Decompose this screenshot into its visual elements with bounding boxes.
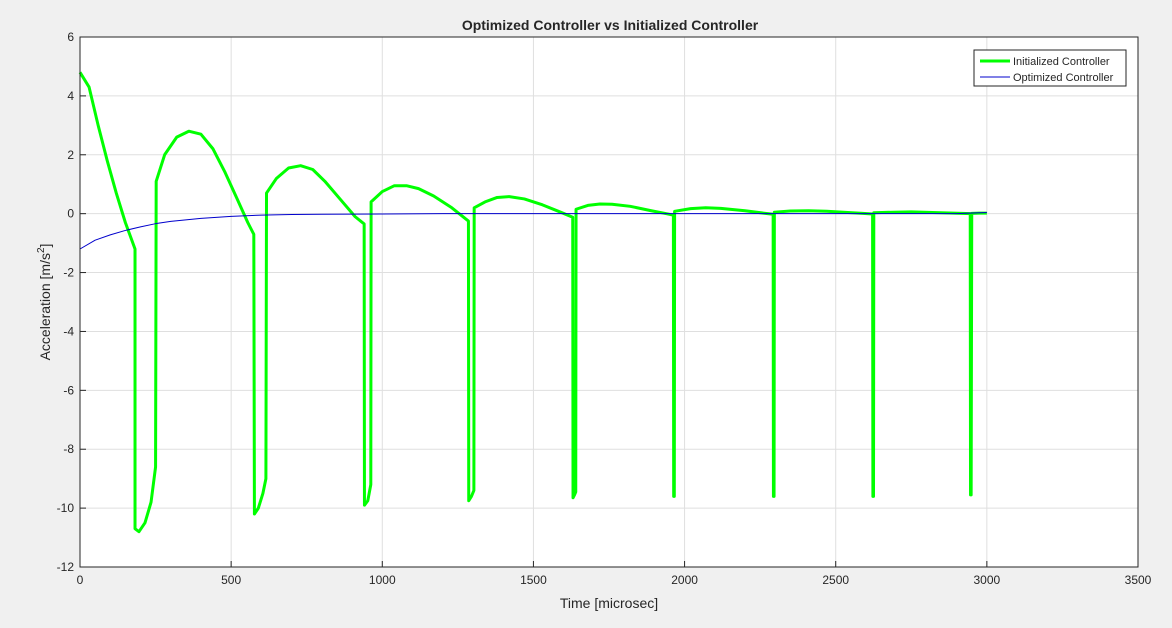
- legend: Initialized Controller Optimized Control…: [973, 49, 1127, 87]
- plot-area: [80, 37, 1138, 567]
- y-tick-label: -12: [57, 560, 75, 574]
- x-tick-label: 3500: [1125, 573, 1152, 587]
- legend-label-optimized: Optimized Controller: [1013, 72, 1114, 84]
- y-tick-label: -8: [63, 442, 74, 456]
- x-tick-label: 2500: [822, 573, 849, 587]
- y-tick-label: -4: [63, 324, 74, 338]
- series-layer: [78, 71, 987, 534]
- x-tick-label: 1500: [520, 573, 547, 587]
- series-line-initialized-controller: [78, 71, 987, 534]
- legend-label-initialized: Initialized Controller: [1013, 56, 1110, 68]
- x-tick-label: 3000: [974, 573, 1001, 587]
- y-axis-label: Acceleration [m/s2]: [36, 244, 53, 361]
- x-tick-label: 2000: [671, 573, 698, 587]
- chart-title: Optimized Controller vs Initialized Cont…: [462, 17, 759, 33]
- series-line-optimized-controller: [79, 211, 987, 250]
- y-axis-label-close: ]: [37, 244, 53, 248]
- y-tick-label: 2: [67, 148, 74, 162]
- y-tick-label: 4: [67, 89, 74, 103]
- y-axis: -12 -10 -8 -6 -4 -2 0 2 4 6: [57, 30, 86, 574]
- y-axis-label-text: Acceleration [m/s: [37, 253, 53, 360]
- legend-box: [973, 49, 1127, 87]
- y-axis-label-superscript: 2: [36, 247, 47, 253]
- x-tick-label: 0: [77, 573, 84, 587]
- y-tick-label: -2: [63, 266, 74, 280]
- plot-frame: [79, 36, 1139, 568]
- y-tick-label: 6: [67, 30, 74, 44]
- y-tick-label: -6: [63, 383, 74, 397]
- x-tick-label: 1000: [369, 573, 396, 587]
- x-axis: 0 500 1000 1500 2000 2500 3000 3500: [77, 561, 1152, 587]
- x-axis-label: Time [microsec]: [560, 595, 658, 611]
- y-tick-label: -10: [57, 501, 75, 515]
- x-tick-label: 500: [221, 573, 241, 587]
- y-tick-label: 0: [67, 207, 74, 221]
